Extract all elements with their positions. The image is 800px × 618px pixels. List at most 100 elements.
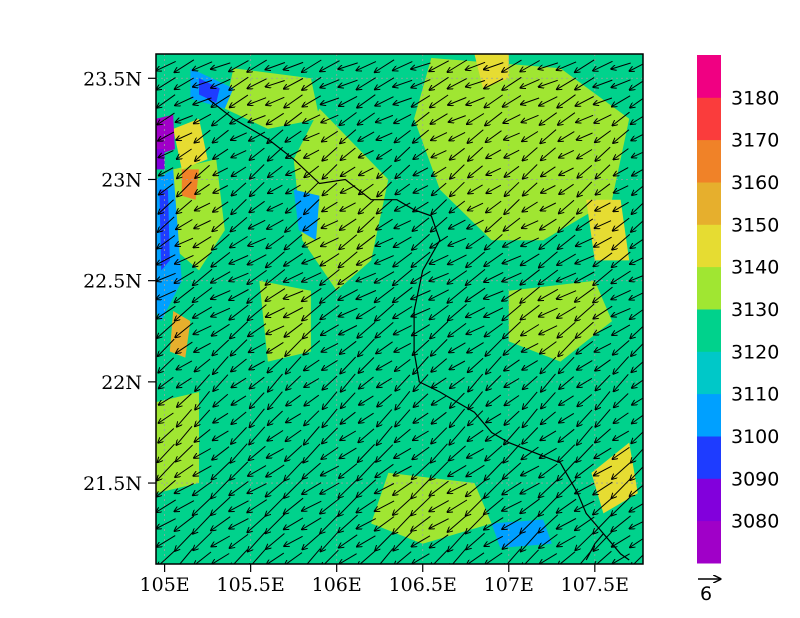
wind-vector [468, 391, 483, 410]
wind-vector [248, 483, 267, 494]
wind-vector [576, 114, 594, 122]
wind-vector [375, 303, 395, 321]
wind-vector [614, 167, 629, 176]
wind-vector [231, 199, 247, 214]
wind-vector [339, 251, 358, 268]
wind-vector [412, 462, 431, 479]
wind-vector [357, 234, 376, 249]
wind-vector [250, 164, 265, 179]
wind-vector [485, 94, 503, 108]
wind-vector [249, 426, 266, 445]
wind-vector [612, 307, 631, 316]
wind-vector [394, 447, 412, 458]
wind-vector [212, 217, 230, 232]
wind-vector [377, 148, 393, 159]
wind-vector [248, 97, 267, 105]
wind-vector [193, 481, 213, 496]
wind-vector [376, 444, 394, 462]
wind-vector [322, 130, 338, 141]
wind-vector [631, 448, 643, 463]
wind-vector [286, 413, 302, 423]
wind-vector [231, 339, 248, 356]
colorbar-swatch [697, 182, 721, 225]
wind-vector [212, 323, 230, 335]
wind-vector [411, 270, 431, 283]
wind-vector [213, 167, 229, 175]
wind-vector [540, 341, 557, 354]
wind-vector [193, 465, 212, 476]
colorbar-swatch [697, 436, 721, 479]
wind-vector [211, 516, 231, 531]
wind-vector [539, 79, 558, 87]
wind-vector [595, 428, 611, 443]
wind-vector [430, 480, 449, 496]
wind-vector [321, 549, 339, 564]
colorbar-swatch [697, 520, 721, 564]
wind-vector [249, 445, 266, 460]
wind-vector [177, 360, 193, 370]
wind-vector [503, 95, 522, 107]
wind-vector [230, 443, 248, 463]
wind-vector [340, 340, 357, 354]
wind-vector [393, 252, 413, 267]
wind-vector [340, 129, 357, 144]
wind-vector [612, 478, 631, 498]
wind-vector [614, 412, 629, 423]
wind-vector [284, 460, 303, 480]
wind-vector [414, 374, 429, 392]
wind-vector [175, 483, 194, 494]
wind-vector [341, 166, 356, 176]
wind-vector [212, 461, 230, 479]
wind-vector [284, 478, 304, 498]
wind-vector [158, 216, 175, 232]
wind-vector [357, 460, 376, 480]
wind-vector [413, 412, 429, 423]
wind-vector [158, 112, 175, 124]
wind-vector [229, 76, 249, 90]
wind-vector [575, 255, 595, 264]
wind-vector [231, 132, 247, 140]
wind-vector [395, 146, 411, 161]
wind-vector [596, 183, 611, 195]
wind-vector [611, 289, 631, 299]
field-region-3140 [259, 280, 311, 362]
wind-vector [321, 324, 339, 335]
wind-vector [413, 129, 430, 143]
wind-vector [320, 305, 340, 320]
wind-vector [504, 217, 521, 231]
wind-vector [195, 183, 210, 194]
wind-vector [284, 78, 304, 89]
wind-vector [322, 147, 338, 160]
wind-vector [357, 77, 376, 90]
wind-vector [632, 151, 643, 158]
wind-vector [268, 202, 284, 210]
wind-vector [376, 237, 394, 246]
wind-vector [558, 322, 576, 337]
wind-vector [247, 286, 268, 303]
wind-vector [359, 183, 374, 194]
wind-vector [485, 234, 503, 249]
wind-vector [575, 303, 595, 321]
wind-vector [302, 304, 322, 320]
wind-vector [522, 360, 538, 370]
wind-vector [359, 167, 374, 175]
wind-vector [358, 428, 375, 442]
wind-vector [339, 95, 358, 106]
reference-vector: 6 [698, 579, 720, 605]
wind-vector [448, 286, 468, 303]
wind-vector [466, 287, 486, 301]
wind-vector [430, 534, 449, 548]
wind-vector [559, 412, 575, 422]
wind-vector [468, 373, 484, 391]
x-axis: 105E 105.5E 106E 106.5E 107E 107.5E [140, 564, 629, 596]
wind-vector [284, 272, 304, 282]
wind-vector [177, 164, 192, 178]
wind-vector [557, 272, 577, 281]
wind-vector [158, 357, 175, 373]
wind-vector [250, 376, 265, 388]
wind-vector [467, 342, 484, 353]
wind-vector [523, 182, 538, 196]
colorbar-label: 3120 [731, 341, 779, 363]
colorbar-label: 3080 [731, 511, 779, 533]
wind-vector [377, 409, 393, 427]
